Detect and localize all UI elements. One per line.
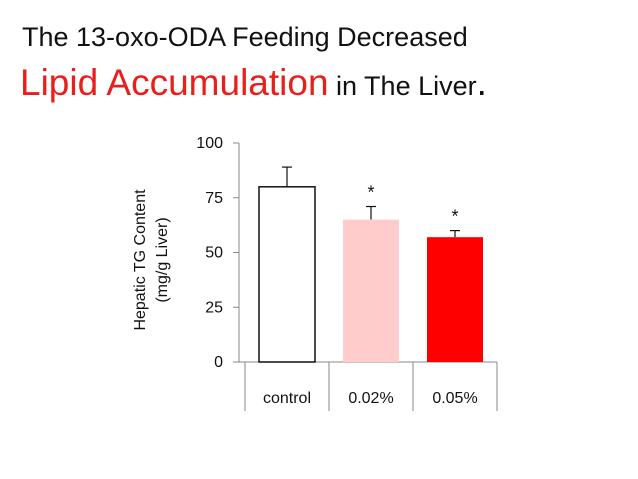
bar-0 bbox=[258, 186, 316, 363]
title-rest: in The Liver bbox=[328, 71, 477, 101]
y-tick-label-2: 50 bbox=[205, 245, 223, 262]
y-tick-label-0: 0 bbox=[214, 354, 223, 371]
significance-mark-2: * bbox=[451, 207, 458, 227]
x-tick-label-1: 0.02% bbox=[348, 390, 393, 407]
bar-1 bbox=[343, 219, 399, 362]
x-tick-label-0: control bbox=[263, 390, 311, 407]
title-line-1: The 13-oxo-ODA Feeding Decreased bbox=[22, 22, 468, 52]
y-tick-label-4: 100 bbox=[196, 135, 223, 152]
x-tick-label-2: 0.05% bbox=[432, 390, 477, 407]
title-line-2: Lipid Accumulation in The Liver. bbox=[20, 62, 487, 104]
title-accent: Lipid Accumulation bbox=[20, 62, 329, 103]
significance-mark-1: * bbox=[367, 183, 374, 203]
bar-2 bbox=[427, 237, 483, 362]
y-tick-label-3: 75 bbox=[205, 190, 223, 207]
title-end: . bbox=[476, 62, 487, 103]
y-tick-label-1: 25 bbox=[205, 299, 223, 316]
